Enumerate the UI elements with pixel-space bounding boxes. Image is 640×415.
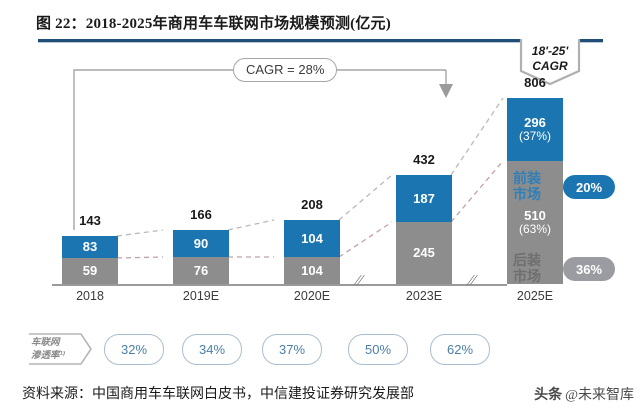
cagr-banner-line1: 18'-25' — [531, 44, 569, 58]
axis-break-1: // — [353, 273, 364, 289]
penetration-pill-2018: 32% — [104, 334, 164, 365]
cagr-banner-line2: CAGR — [532, 59, 568, 73]
bar-total-2020e: 208 — [301, 197, 323, 212]
bar-segment-rear-2025e: 510 (63%) — [507, 161, 563, 284]
cagr-banner: 18'-25' CAGR — [519, 38, 581, 86]
bar-value-front-2023e: 187 — [413, 190, 435, 206]
watermark-prefix: 头条 — [534, 388, 563, 403]
legend-cagr-rear: 36% — [563, 257, 615, 281]
x-tick-label-2018: 2018 — [76, 289, 104, 303]
penetration-rate-tag: 车联网 渗透率¹⁾ — [27, 332, 93, 366]
axis-break-2: // — [466, 273, 477, 289]
penetration-tag-text: 车联网 渗透率¹⁾ — [31, 337, 89, 363]
source-note: 资料来源：中国商用车车联网白皮书，中信建投证券研究发展部 — [22, 387, 414, 402]
legend-front-line2: 市场 — [513, 185, 541, 202]
title-divider — [38, 39, 603, 42]
bar-group-2019e: 166 90 76 2019E — [173, 45, 229, 335]
bar-segment-front-2018: 83 — [62, 236, 118, 258]
legend-front-line1: 前装 — [513, 170, 541, 186]
bar-value-front-2018: 83 — [82, 239, 98, 255]
x-tick-label-2020e: 2020E — [293, 289, 331, 303]
bar-segment-rear-2018: 59 — [62, 258, 118, 284]
legend-label-rear: 后装 市场 — [513, 252, 541, 284]
bar-value-rear-2025e: 510 — [524, 208, 546, 224]
bar-value-front-2025e: 296 — [524, 115, 546, 131]
bar-share-front-2025e: (37%) — [518, 129, 551, 144]
bar-segment-front-2019e: 90 — [173, 230, 229, 257]
bar-segment-rear-2019e: 76 — [173, 257, 229, 284]
bar-value-rear-2023e: 245 — [413, 245, 435, 261]
bar-total-2019e: 166 — [190, 207, 212, 222]
x-tick-label-2019e: 2019E — [182, 289, 220, 303]
bar-group-2023e: 432 187 245 2023E — [396, 45, 452, 335]
bar-segment-rear-2020e: 104 — [284, 257, 340, 284]
bar-total-2025e: 806 — [524, 75, 546, 90]
chart-plot-area: CAGR = 28% 143 83 59 2018 — [0, 45, 640, 335]
cagr-pill-label: CAGR = 28% — [233, 58, 338, 82]
x-tick-label-2023e: 2023E — [405, 289, 443, 303]
legend-label-front: 前装 市场 — [513, 170, 541, 202]
penetration-tag-shape — [29, 333, 92, 365]
cagr-banner-shape — [519, 39, 581, 86]
title-divider-secondary — [38, 42, 603, 43]
legend-rear-line2: 市场 — [513, 267, 541, 284]
bar-share-rear-2025e: (63%) — [518, 222, 551, 237]
legend-cagr-front: 20% — [563, 175, 615, 199]
bar-segment-front-2020e: 104 — [284, 220, 340, 257]
penetration-line2: 渗透率¹⁾ — [31, 349, 66, 361]
bar-segment-front-2023e: 187 — [396, 175, 452, 222]
cagr-banner-text: 18'-25' CAGR — [519, 44, 581, 74]
penetration-pill-2019e: 34% — [182, 334, 242, 365]
bar-group-2020e: 208 104 104 2020E — [284, 45, 340, 335]
penetration-pill-2023e: 50% — [348, 334, 408, 365]
penetration-rate-row: 车联网 渗透率¹⁾ 32% 34% 37% 50% 62% — [0, 330, 640, 370]
bar-value-rear-2020e: 104 — [301, 262, 323, 278]
bar-group-2018: 143 83 59 2018 — [62, 45, 118, 335]
watermark: 头条 @未来智库 — [534, 384, 634, 404]
penetration-pill-2025e: 62% — [430, 334, 490, 365]
bar-total-2023e: 432 — [413, 152, 435, 167]
bar-segment-rear-2023e: 245 — [396, 222, 452, 284]
legend-rear-line1: 后装 — [513, 252, 541, 268]
bar-group-2025e: 806 296 (37%) 510 (63%) 2025E — [507, 45, 563, 335]
bar-value-rear-2019e: 76 — [193, 262, 209, 278]
bar-value-front-2020e: 104 — [301, 230, 323, 246]
penetration-line1: 车联网 — [31, 337, 60, 348]
x-tick-label-2025e: 2025E — [516, 289, 554, 303]
bar-value-front-2019e: 90 — [193, 235, 209, 251]
bar-total-2018: 143 — [79, 213, 101, 228]
bar-value-rear-2018: 59 — [82, 263, 98, 279]
watermark-text: @未来智库 — [565, 388, 634, 403]
page-title: 图 22：2018-2025年商用车车联网市场规模预测(亿元) — [36, 16, 391, 32]
x-axis-line — [52, 284, 507, 286]
penetration-pill-2020e: 37% — [262, 334, 322, 365]
bar-segment-front-2025e: 296 (37%) — [507, 98, 563, 161]
